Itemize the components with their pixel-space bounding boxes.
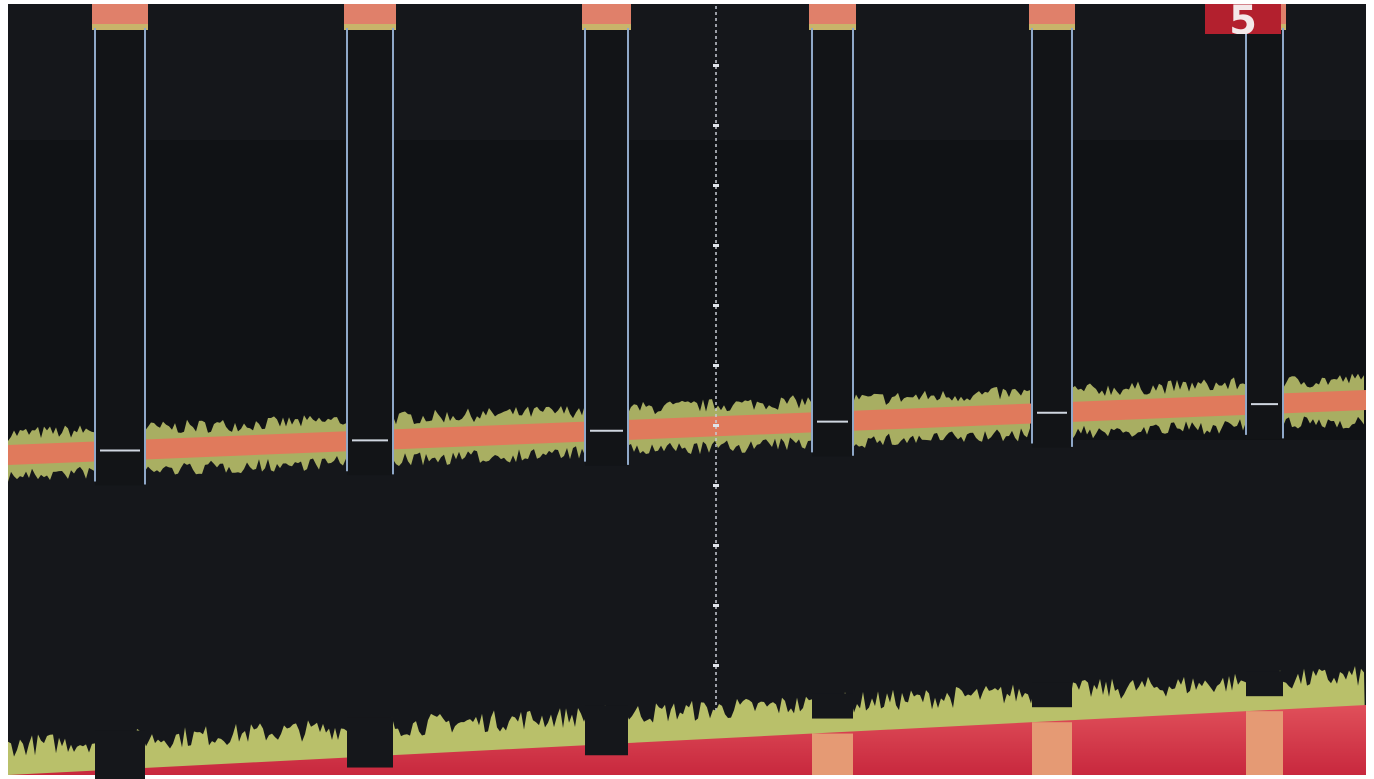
badge-text: 5 xyxy=(1229,0,1257,44)
gap-column xyxy=(347,4,393,476)
center-tick xyxy=(713,304,719,307)
gap-column xyxy=(812,4,853,457)
bottom-gap-band xyxy=(812,733,853,775)
center-tick xyxy=(713,364,719,367)
trace-core xyxy=(628,412,812,440)
trace-core xyxy=(145,431,347,460)
center-tick xyxy=(713,484,719,487)
center-tick xyxy=(713,184,719,187)
badge: 5 xyxy=(1205,0,1281,44)
bottom-gap xyxy=(1032,682,1072,708)
gap-cap-fuzz xyxy=(809,24,856,30)
center-tick xyxy=(713,124,719,127)
bottom-gap-band xyxy=(1032,722,1072,775)
bottom-gap xyxy=(1246,671,1283,697)
gap-column xyxy=(1246,4,1283,439)
center-tick xyxy=(713,604,719,607)
center-tick xyxy=(713,664,719,667)
badge-bg xyxy=(1205,4,1281,34)
gap-column xyxy=(585,4,628,466)
trace-core xyxy=(1283,390,1366,414)
gap-cap-fuzz xyxy=(344,24,396,30)
trace-core xyxy=(393,421,585,450)
trace-core xyxy=(1072,394,1246,422)
trace-core xyxy=(8,441,95,465)
trace-core xyxy=(853,403,1032,431)
bottom-gap xyxy=(347,717,393,768)
bottom-gap xyxy=(95,730,145,779)
bottom-gap xyxy=(585,705,628,756)
center-tick xyxy=(713,424,719,427)
center-tick xyxy=(713,544,719,547)
bottom-gap-band xyxy=(1246,711,1283,775)
center-tick xyxy=(713,244,719,247)
gap-cap-fuzz xyxy=(92,24,148,30)
bottom-gap xyxy=(812,693,853,719)
gap-cap-fuzz xyxy=(582,24,631,30)
trace-layer xyxy=(8,4,1366,779)
gap-column xyxy=(95,4,145,486)
gap-column xyxy=(1032,4,1072,448)
gap-cap-fuzz xyxy=(1029,24,1075,30)
center-tick xyxy=(713,64,719,67)
